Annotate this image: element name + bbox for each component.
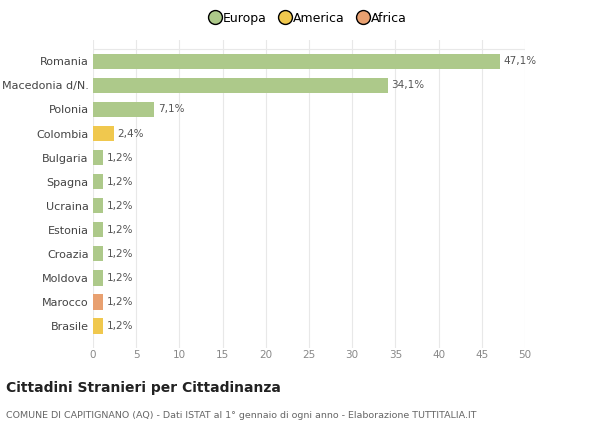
Text: Cittadini Stranieri per Cittadinanza: Cittadini Stranieri per Cittadinanza: [6, 381, 281, 395]
Legend: Europa, America, Africa: Europa, America, Africa: [206, 7, 412, 30]
Text: 1,2%: 1,2%: [107, 273, 133, 283]
Bar: [93, 126, 114, 141]
Bar: [93, 198, 103, 213]
Text: 1,2%: 1,2%: [107, 153, 133, 162]
Text: 34,1%: 34,1%: [391, 81, 424, 91]
Text: 7,1%: 7,1%: [158, 104, 184, 114]
Bar: [93, 294, 103, 310]
Text: 1,2%: 1,2%: [107, 176, 133, 187]
Text: 1,2%: 1,2%: [107, 321, 133, 331]
Bar: [93, 150, 103, 165]
Bar: [93, 222, 103, 238]
Text: 2,4%: 2,4%: [117, 128, 143, 139]
Text: COMUNE DI CAPITIGNANO (AQ) - Dati ISTAT al 1° gennaio di ogni anno - Elaborazion: COMUNE DI CAPITIGNANO (AQ) - Dati ISTAT …: [6, 411, 476, 420]
Text: 1,2%: 1,2%: [107, 249, 133, 259]
Bar: [93, 318, 103, 334]
Bar: [93, 54, 500, 69]
Bar: [93, 174, 103, 189]
Bar: [93, 246, 103, 261]
Text: 47,1%: 47,1%: [503, 56, 536, 66]
Bar: [93, 102, 154, 117]
Text: 1,2%: 1,2%: [107, 201, 133, 211]
Bar: [93, 77, 388, 93]
Bar: [93, 270, 103, 286]
Text: 1,2%: 1,2%: [107, 225, 133, 235]
Text: 1,2%: 1,2%: [107, 297, 133, 307]
